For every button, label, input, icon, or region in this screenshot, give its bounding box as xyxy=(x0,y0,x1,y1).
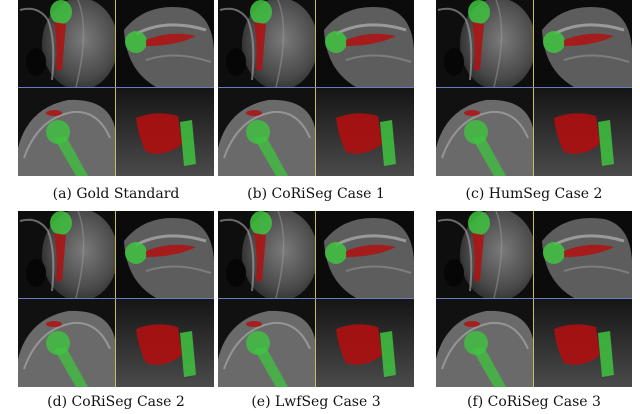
3d-render xyxy=(534,88,632,176)
panel-d-views xyxy=(18,211,214,387)
view-divider-vertical xyxy=(533,0,534,176)
3d-render xyxy=(316,299,414,387)
3d-render xyxy=(534,299,632,387)
mri-slice-coronal xyxy=(218,299,315,387)
figure-panel-e xyxy=(218,211,414,387)
mri-slice-axial xyxy=(316,211,414,298)
view-divider-vertical xyxy=(315,211,316,387)
view-divider-horizontal xyxy=(436,298,632,299)
view-divider-horizontal xyxy=(18,87,214,88)
view-divider-horizontal xyxy=(218,298,414,299)
3d-render xyxy=(116,299,214,387)
mri-slice-axial xyxy=(534,0,632,87)
view-divider-vertical xyxy=(115,0,116,176)
mri-slice-sagittal xyxy=(436,211,533,298)
figure-panel-a xyxy=(18,0,214,176)
mri-slice-coronal xyxy=(436,88,533,176)
caption-f: (f) CoRiSeg Case 3 xyxy=(467,394,601,410)
mri-slice-coronal xyxy=(218,88,315,176)
mri-slice-axial xyxy=(116,0,214,87)
figure-panel-b xyxy=(218,0,414,176)
mri-slice-coronal xyxy=(18,88,115,176)
panel-b-views xyxy=(218,0,414,176)
panel-a-views xyxy=(18,0,214,176)
mri-slice-axial xyxy=(116,211,214,298)
view-divider-horizontal xyxy=(436,87,632,88)
panel-c-views xyxy=(436,0,632,176)
caption-d: (d) CoRiSeg Case 2 xyxy=(47,394,185,410)
view-divider-vertical xyxy=(315,0,316,176)
mri-slice-sagittal xyxy=(218,211,315,298)
3d-render xyxy=(316,88,414,176)
panel-f-views xyxy=(436,211,632,387)
view-divider-vertical xyxy=(115,211,116,387)
mri-slice-sagittal xyxy=(18,0,115,87)
figure-panel-f xyxy=(436,211,632,387)
mri-slice-sagittal xyxy=(218,0,315,87)
caption-c: (c) HumSeg Case 2 xyxy=(465,186,603,202)
mri-slice-coronal xyxy=(436,299,533,387)
figure-panel-c xyxy=(436,0,632,176)
mri-slice-axial xyxy=(534,211,632,298)
caption-e: (e) LwfSeg Case 3 xyxy=(251,394,381,410)
view-divider-horizontal xyxy=(18,298,214,299)
view-divider-vertical xyxy=(533,211,534,387)
caption-b: (b) CoRiSeg Case 1 xyxy=(247,186,385,202)
mri-slice-sagittal xyxy=(18,211,115,298)
caption-a: (a) Gold Standard xyxy=(52,186,180,202)
mri-slice-axial xyxy=(316,0,414,87)
mri-slice-sagittal xyxy=(436,0,533,87)
panel-e-views xyxy=(218,211,414,387)
view-divider-horizontal xyxy=(218,87,414,88)
figure-panel-d xyxy=(18,211,214,387)
mri-slice-coronal xyxy=(18,299,115,387)
3d-render xyxy=(116,88,214,176)
